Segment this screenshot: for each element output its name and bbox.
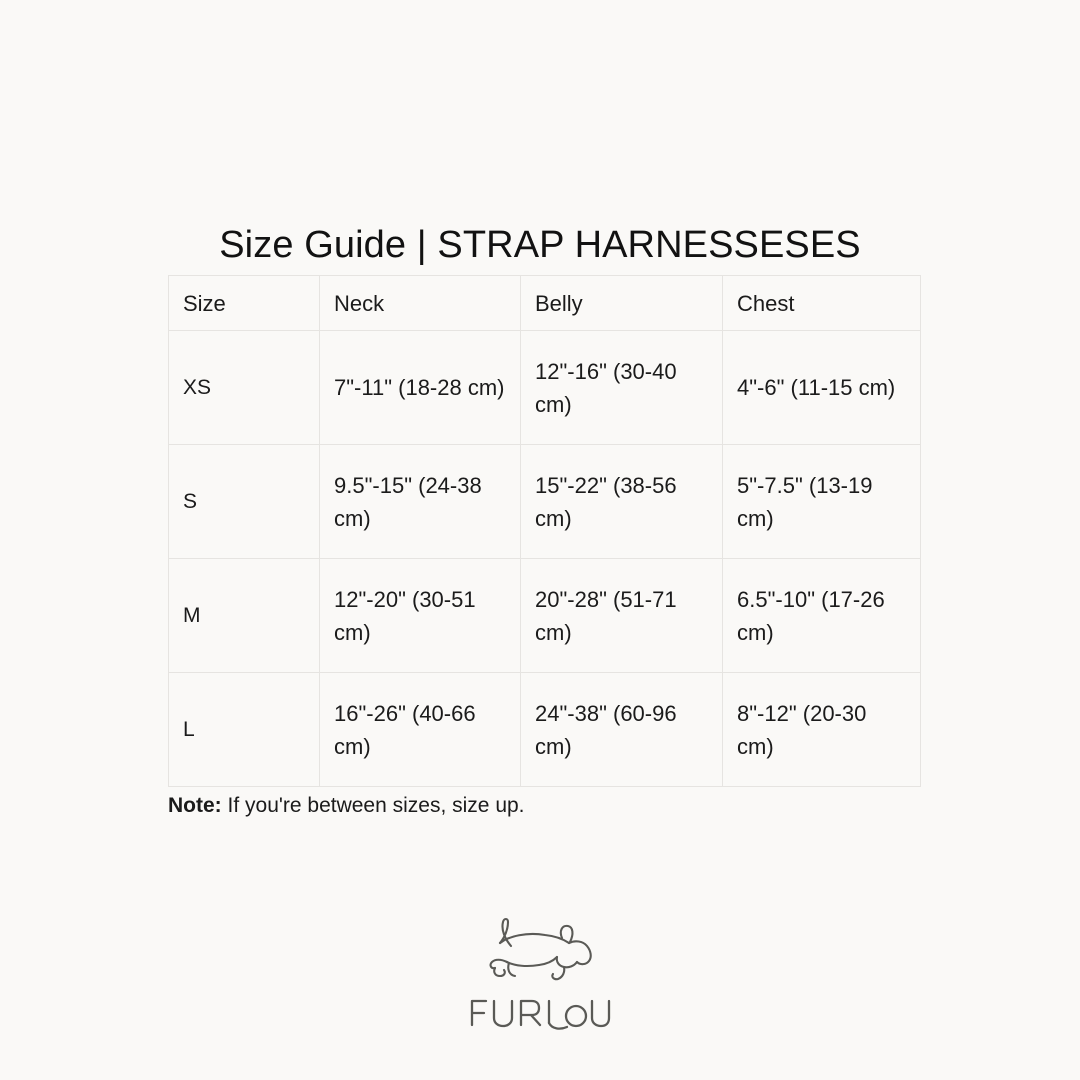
sizing-note-text: If you're between sizes, size up. xyxy=(227,794,525,817)
cell-chest: 5"-7.5" (13-19 cm) xyxy=(722,444,921,559)
sizing-note: Note: If you're between sizes, size up. xyxy=(168,791,525,821)
cell-belly: 20"-28" (51-71 cm) xyxy=(520,558,723,673)
cell-size: S xyxy=(168,444,320,559)
cell-chest: 8"-12" (20-30 cm) xyxy=(722,672,921,787)
size-guide-table: Size Neck Belly Chest XS 7"-11" (18-28 c… xyxy=(168,275,921,787)
brand-wordmark: FURLOU xyxy=(470,999,611,1030)
cell-size: XS xyxy=(168,330,320,445)
table-header: Size Neck Belly Chest xyxy=(168,275,921,331)
table-row: XS 7"-11" (18-28 cm) 12"-16" (30-40 cm) … xyxy=(168,330,921,445)
brand-logo: FURLOU xyxy=(0,915,1080,1033)
cell-belly: 12"-16" (30-40 cm) xyxy=(520,330,723,445)
table-row: L 16"-26" (40-66 cm) 24"-38" (60-96 cm) … xyxy=(168,672,921,787)
running-dachshund-icon xyxy=(489,917,592,981)
table-body: XS 7"-11" (18-28 cm) 12"-16" (30-40 cm) … xyxy=(168,330,921,787)
cell-neck: 12"-20" (30-51 cm) xyxy=(319,558,521,673)
column-header-belly: Belly xyxy=(520,275,723,331)
column-header-size: Size xyxy=(168,275,320,331)
page-title: Size Guide | STRAP HARNESSESES xyxy=(219,224,861,267)
cell-neck: 7"-11" (18-28 cm) xyxy=(319,330,521,445)
cell-belly: 24"-38" (60-96 cm) xyxy=(520,672,723,787)
cell-belly: 15"-22" (38-56 cm) xyxy=(520,444,723,559)
cell-chest: 6.5"-10" (17-26 cm) xyxy=(722,558,921,673)
cell-size: L xyxy=(168,672,320,787)
table-header-row: Size Neck Belly Chest xyxy=(168,275,921,331)
table-row: S 9.5"-15" (24-38 cm) 15"-22" (38-56 cm)… xyxy=(168,444,921,559)
sizing-note-label: Note: xyxy=(168,794,222,817)
column-header-neck: Neck xyxy=(319,275,521,331)
cell-neck: 9.5"-15" (24-38 cm) xyxy=(319,444,521,559)
cell-neck: 16"-26" (40-66 cm) xyxy=(319,672,521,787)
cell-chest: 4"-6" (11-15 cm) xyxy=(722,330,921,445)
table-row: M 12"-20" (30-51 cm) 20"-28" (51-71 cm) … xyxy=(168,558,921,673)
column-header-chest: Chest xyxy=(722,275,921,331)
cell-size: M xyxy=(168,558,320,673)
